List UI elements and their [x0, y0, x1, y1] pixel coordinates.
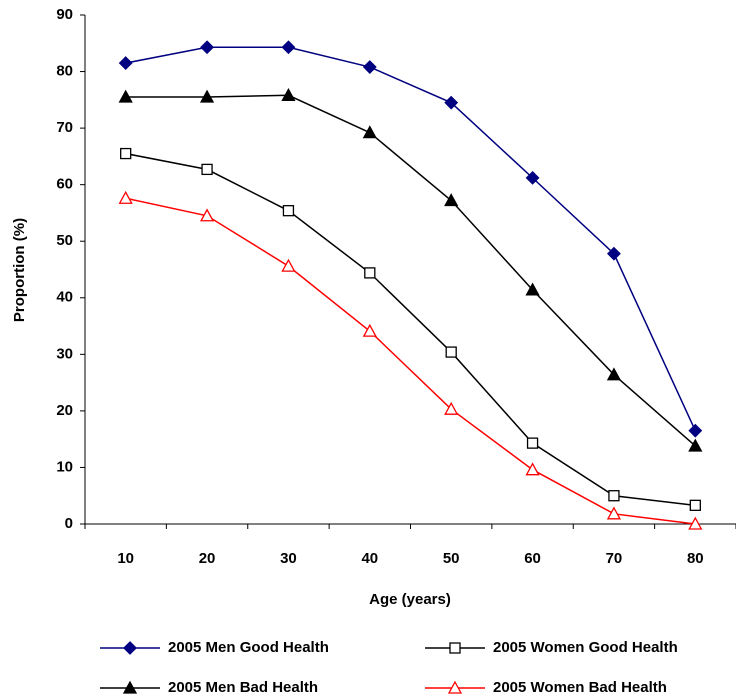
data-point — [202, 164, 212, 174]
x-tick-label: 60 — [524, 550, 541, 567]
legend-label: 2005 Men Good Health — [168, 639, 329, 656]
data-point — [283, 206, 293, 216]
y-tick-label: 20 — [56, 402, 73, 419]
y-tick-label: 70 — [56, 119, 73, 136]
x-tick-label: 20 — [199, 550, 216, 567]
data-point — [282, 260, 294, 271]
data-point — [282, 41, 294, 53]
legend-label: 2005 Women Good Health — [493, 639, 678, 656]
data-point — [364, 61, 376, 73]
x-tick-label: 80 — [687, 550, 704, 567]
data-point — [690, 500, 700, 510]
x-tick-label: 70 — [606, 550, 623, 567]
y-tick-label: 80 — [56, 63, 73, 80]
y-tick-label: 90 — [56, 6, 73, 23]
series-line — [126, 95, 696, 446]
chart: Age (years) Proportion (%) 0 10 20 30 40 50 60… — [0, 0, 736, 700]
x-tick-label: 10 — [117, 550, 134, 567]
data-point — [120, 192, 132, 203]
data-point — [527, 464, 539, 475]
x-axis-title: Age (years) — [369, 591, 451, 608]
data-point — [689, 425, 701, 437]
y-tick-label: 60 — [56, 176, 73, 193]
y-tick-label: 10 — [56, 458, 73, 475]
legend-marker — [124, 642, 136, 654]
data-point — [446, 347, 456, 357]
x-tick-label: 30 — [280, 550, 297, 567]
data-point — [201, 41, 213, 53]
x-tick-label: 50 — [443, 550, 460, 567]
data-point — [608, 508, 620, 519]
y-tick-label: 30 — [56, 345, 73, 362]
x-tick-label: 40 — [361, 550, 378, 567]
data-point — [528, 438, 538, 448]
data-point — [364, 127, 376, 138]
series-line — [126, 198, 696, 524]
legend-label: 2005 Women Bad Health — [493, 679, 667, 696]
series-line — [126, 154, 696, 506]
data-point — [121, 149, 131, 159]
y-tick-label: 40 — [56, 289, 73, 306]
y-tick-label: 0 — [65, 515, 73, 532]
data-point — [609, 491, 619, 501]
data-point — [120, 57, 132, 69]
y-axis-title: Proportion (%) — [11, 218, 28, 322]
legend-marker — [450, 643, 460, 653]
y-tick-label: 50 — [56, 232, 73, 249]
data-point — [365, 268, 375, 278]
series-line — [126, 47, 696, 430]
legend-label: 2005 Men Bad Health — [168, 679, 318, 696]
data-point — [364, 325, 376, 336]
